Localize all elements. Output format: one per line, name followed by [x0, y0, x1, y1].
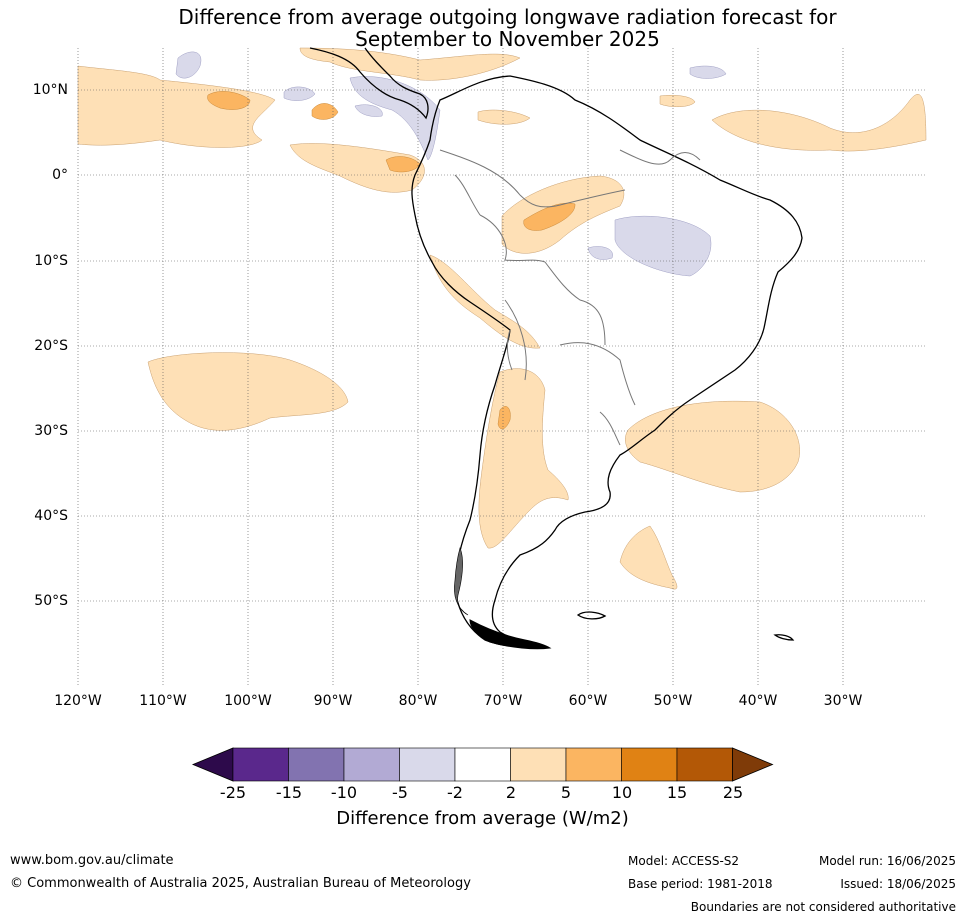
- map-title-line-2: September to November 2025: [355, 27, 660, 51]
- issued-text: Issued: 18/06/2025: [840, 877, 956, 891]
- colorbar-tick: 15: [666, 783, 688, 802]
- lon-label: 50°W: [653, 693, 693, 709]
- falkland-islands: [576, 611, 607, 620]
- coastline-tierra-del-fuego: [469, 619, 552, 650]
- positive-anomaly-region: [619, 525, 678, 590]
- colorbar-cell: [399, 747, 456, 782]
- colorbar-label: Difference from average (W/m2): [336, 808, 629, 829]
- lon-label: 40°W: [738, 693, 778, 709]
- strong-anomaly-regions: [207, 91, 576, 430]
- copyright-text: © Commonwealth of Australia 2025, Austra…: [10, 876, 471, 891]
- lon-label: 120°W: [54, 693, 102, 709]
- positive-anomaly-region: [477, 109, 531, 125]
- positive-anomaly-region: [429, 254, 541, 349]
- model-run-text: Model run: 16/06/2025: [818, 854, 956, 868]
- strong-positive-region: [207, 91, 251, 110]
- negative-anomaly-region: [689, 65, 727, 79]
- colorbar-cell: [676, 747, 733, 782]
- negative-anomaly-regions: [175, 51, 727, 277]
- colorbar-tick: -10: [330, 783, 358, 802]
- lon-label: 100°W: [224, 693, 272, 709]
- colorbar-tick: -25: [219, 783, 247, 802]
- disclaimer-text: Boundaries are not considered authoritat…: [690, 900, 956, 914]
- lat-label: 20°S: [34, 338, 68, 354]
- lat-label: 10°S: [34, 253, 68, 269]
- colorbar-cell: [621, 747, 678, 782]
- website-text: www.bom.gov.au/climate: [10, 853, 174, 868]
- lat-label: 40°S: [34, 508, 68, 524]
- lat-label: 30°S: [34, 423, 68, 439]
- negative-anomaly-region: [587, 246, 613, 260]
- colorbar-cell: [454, 747, 511, 782]
- colorbar-extend-high: [732, 747, 774, 782]
- south-georgia-island: [773, 634, 795, 641]
- lon-label: 80°W: [398, 693, 438, 709]
- colorbar-cell: [288, 747, 345, 782]
- coastline-central-america: [309, 47, 429, 120]
- positive-anomaly-region: [711, 94, 927, 152]
- model-text: Model: ACCESS-S2: [628, 854, 740, 868]
- strong-positive-region: [311, 103, 339, 120]
- colorbar-tick: -5: [392, 783, 408, 802]
- strong-positive-region: [497, 406, 511, 430]
- colorbar-cell: [565, 747, 622, 782]
- positive-anomaly-region: [478, 368, 569, 549]
- positive-anomaly-region: [625, 400, 800, 493]
- positive-anomaly-region: [299, 47, 521, 81]
- negative-anomaly-region: [354, 104, 383, 117]
- colorbar-tick: -15: [275, 783, 303, 802]
- base-period-text: Base period: 1981-2018: [628, 877, 773, 891]
- coastline-south-america: [411, 75, 803, 647]
- chilean-islands: [454, 547, 469, 616]
- colorbar-tick: -2: [447, 783, 463, 802]
- lon-label: 60°W: [568, 693, 608, 709]
- anomaly-regions: [77, 47, 927, 590]
- colorbar-extend-low: [191, 747, 234, 782]
- map-title-line-1: Difference from average outgoing longwav…: [178, 5, 837, 29]
- colorbar: [191, 747, 774, 782]
- positive-anomaly-region: [289, 143, 425, 193]
- colorbar-tick: 25: [722, 783, 744, 802]
- country-borders: [439, 149, 701, 446]
- colorbar-cell: [510, 747, 567, 782]
- positive-anomaly-region: [659, 95, 696, 107]
- positive-anomaly-region: [147, 352, 349, 431]
- lon-label: 90°W: [313, 693, 353, 709]
- colorbar-cell: [343, 747, 400, 782]
- negative-anomaly-region: [283, 86, 316, 101]
- lat-label: 0°: [52, 167, 68, 183]
- negative-anomaly-region: [349, 76, 441, 161]
- negative-anomaly-region: [175, 51, 202, 79]
- negative-anomaly-region: [614, 215, 712, 277]
- colorbar-tick: 2: [505, 783, 517, 802]
- lon-label: 30°W: [823, 693, 863, 709]
- lon-label: 110°W: [139, 693, 187, 709]
- forecast-map: [77, 47, 927, 685]
- colorbar-tick: 10: [611, 783, 633, 802]
- lat-label: 50°S: [34, 593, 68, 609]
- colorbar-tick: 5: [560, 783, 572, 802]
- lon-label: 70°W: [483, 693, 523, 709]
- graticule: [77, 48, 926, 685]
- positive-anomaly-region: [77, 65, 276, 148]
- lat-label: 10°N: [32, 82, 68, 98]
- colorbar-cell: [232, 747, 289, 782]
